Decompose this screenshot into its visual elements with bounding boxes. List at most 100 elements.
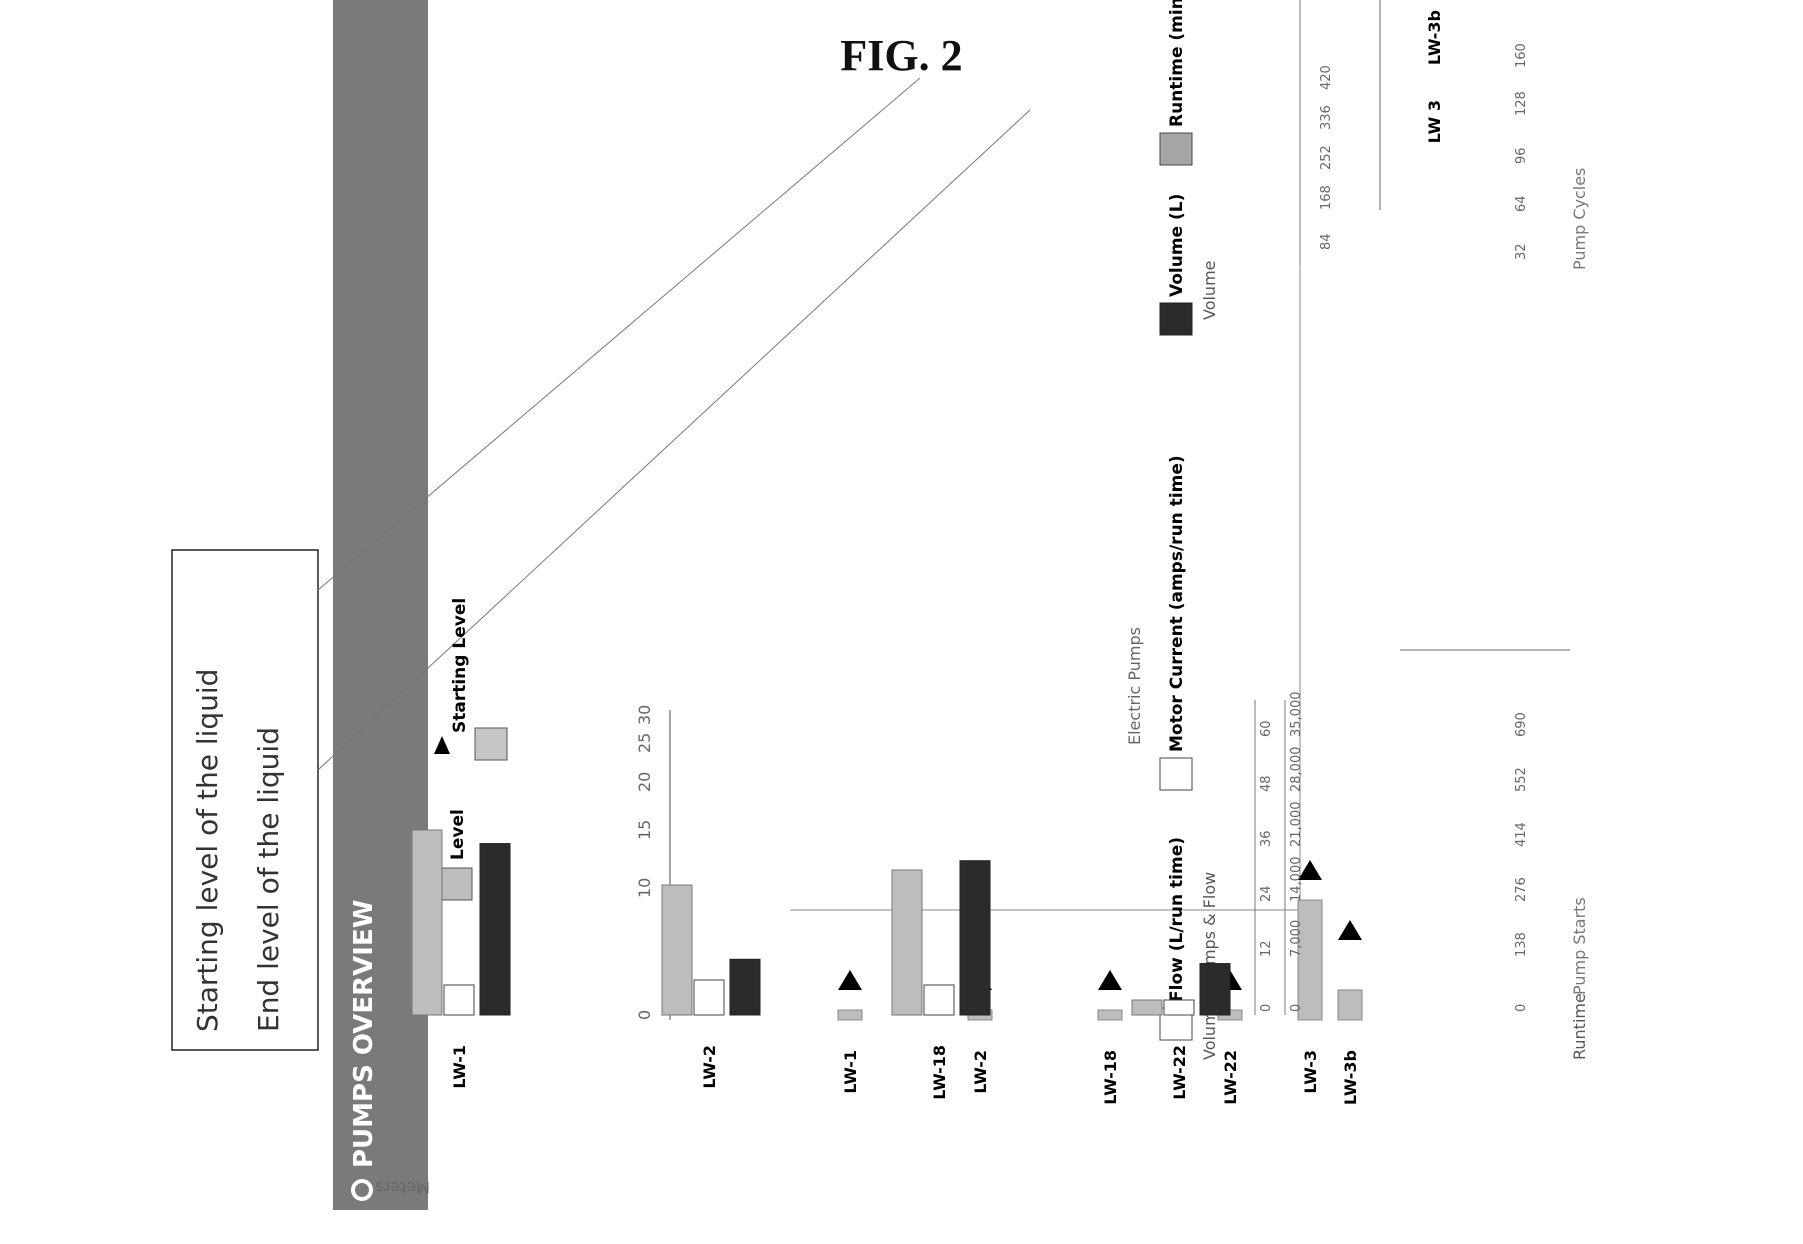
leader-start <box>317 77 921 591</box>
flow-bar <box>443 984 475 1016</box>
volume-tick: 7,000 <box>1289 920 1304 957</box>
callout-line-end: End level of the liquid <box>252 727 285 1032</box>
callout: Starting level of the liquid End level o… <box>171 549 319 1051</box>
pump-cycles-tick: 32 <box>1514 243 1529 260</box>
right-volume-tick: 168 <box>1319 185 1334 210</box>
volume-bar <box>1199 963 1231 1016</box>
volume-bar <box>479 843 511 1016</box>
starting-level-marker <box>1298 860 1322 880</box>
right-volume-tick: 84 <box>1319 233 1334 250</box>
volume-tick: 14,000 <box>1289 857 1304 903</box>
amps-category-label: LW-22 <box>1170 1045 1189 1100</box>
runtime-tick: 552 <box>1514 767 1529 792</box>
right-volume-tick: 420 <box>1319 65 1334 90</box>
amps-tick: 48 <box>1259 775 1274 792</box>
level-legend: Level Starting Level <box>434 598 508 901</box>
amps-category-label: LW-1 <box>450 1045 469 1089</box>
right-volume-label: Volume <box>1200 260 1219 320</box>
level-category-label: LW-2 <box>971 1050 990 1094</box>
pump-cycles-tick: 160 <box>1514 43 1529 68</box>
level-category-label: LW-3b <box>1341 1050 1360 1105</box>
amps-categories: LW-1 LW-2 LW-18 LW-22 <box>450 1045 1189 1100</box>
pump-cycles-category: LW 3 <box>1425 100 1444 143</box>
legend-label-starting: Starting Level <box>450 598 470 733</box>
callout-line-starting: Starting level of the liquid <box>191 669 224 1032</box>
right-volume-tick: 336 <box>1319 105 1334 130</box>
volume-bar <box>959 860 991 1016</box>
amps-category-label: LW-18 <box>930 1045 949 1100</box>
pump-starts-label: Pump Starts <box>1570 897 1589 995</box>
amps-ticks: 0 7,000 14,000 21,000 28,000 35,000 0 12 24 36 48 6… <box>1259 692 1304 1013</box>
pump-cycles-category: LW-3b <box>1425 10 1444 65</box>
flow-bar <box>693 979 725 1016</box>
level-tick-15: 15 <box>635 820 654 840</box>
pump-cycles-tick: 64 <box>1514 195 1529 212</box>
motor-current-bar <box>411 829 443 1016</box>
amps-bars <box>411 829 1231 1016</box>
legend-swatch-volume <box>1159 302 1193 336</box>
runtime-tick: 276 <box>1514 877 1529 902</box>
level-category-label: LW-3 <box>1301 1050 1320 1094</box>
level-ylabel: Meters <box>375 1178 430 1197</box>
legend-swatch-runtime <box>1159 132 1193 166</box>
motor-current-bar <box>661 884 693 1016</box>
legend-label-runtime: Runtime (min) <box>1167 0 1187 127</box>
pump-cycles-categories: LW 3 LW-3b <box>1425 10 1444 143</box>
volume-bar <box>729 958 761 1016</box>
starting-level-marker <box>1338 920 1362 940</box>
runtime-tick: 414 <box>1514 822 1529 847</box>
level-bar <box>1297 899 1323 1021</box>
legend-swatch-starting <box>474 727 508 761</box>
pumps-overview-banner: PUMPS OVERVIEW <box>333 0 428 1210</box>
runtime-tick: 0 <box>1514 1004 1529 1012</box>
amps-tick: 24 <box>1259 885 1274 902</box>
legend-label-volume: Volume (L) <box>1167 194 1187 297</box>
pump-cycles-tick: 128 <box>1514 91 1529 116</box>
level-category-label: LW-1 <box>841 1050 860 1094</box>
banner-title: PUMPS OVERVIEW <box>349 900 379 1168</box>
gear-icon <box>351 1179 373 1201</box>
runtime-ticks: 0 138 276 414 552 690 <box>1514 712 1529 1012</box>
banner-bar <box>333 0 428 1210</box>
motor-current-bar <box>891 869 923 1016</box>
amps-legend: Flow (L/run time) Motor Current (amps/ru… <box>1159 0 1193 1041</box>
amps-tick: 36 <box>1259 830 1274 847</box>
legend-swatch-current <box>1159 757 1193 791</box>
volume-tick: 0 <box>1289 1004 1304 1012</box>
volume-tick: 28,000 <box>1289 747 1304 793</box>
pump-cycles-ticks: 32 64 96 128 160 <box>1514 43 1529 260</box>
right-volume-tick: 252 <box>1319 145 1334 170</box>
rotated-dashboard: Starting level of the liquid End level o… <box>150 0 1590 1210</box>
legend-label-flow: Flow (L/run time) <box>1167 837 1187 1002</box>
volume-tick: 21,000 <box>1289 802 1304 848</box>
leader-end <box>317 109 1031 771</box>
motor-current-bar <box>1131 999 1163 1016</box>
level-bar <box>1097 1009 1123 1021</box>
level-category-label: LW-22 <box>1221 1050 1240 1105</box>
level-bar <box>837 1009 863 1021</box>
callout-leaders <box>317 77 1031 771</box>
starting-level-marker <box>1098 970 1122 990</box>
volume-tick: 35,000 <box>1289 692 1304 738</box>
legend-marker-starting <box>434 736 450 754</box>
legend-swatch-level <box>439 867 473 901</box>
level-xlabel: Electric Pumps <box>1125 627 1144 745</box>
figure-title: FIG. 2 <box>840 31 963 80</box>
amps-tick: 12 <box>1259 940 1274 957</box>
pump-cycles-tick: 96 <box>1514 147 1529 164</box>
level-tick-20: 20 <box>635 772 654 792</box>
level-categories: LW-1 LW-2 LW-18 LW-22 LW-3 LW-3b <box>841 1050 1360 1105</box>
runtime-tick: 690 <box>1514 712 1529 737</box>
legend-label-level: Level <box>448 809 468 860</box>
level-tick-10: 10 <box>635 878 654 898</box>
legend-label-current: Motor Current (amps/run time) <box>1167 455 1187 752</box>
level-category-label: LW-18 <box>1101 1050 1120 1105</box>
level-tick-0: 0 <box>635 1010 654 1020</box>
flow-bar <box>1163 999 1195 1016</box>
callout-box <box>171 549 319 1051</box>
flow-bar <box>923 984 955 1016</box>
amps-tick: 0 <box>1259 1004 1274 1012</box>
amps-axis-label: Amps & Flow <box>1200 872 1219 976</box>
amps-category-label: LW-2 <box>700 1045 719 1089</box>
level-tick-30: 30 <box>635 705 654 725</box>
